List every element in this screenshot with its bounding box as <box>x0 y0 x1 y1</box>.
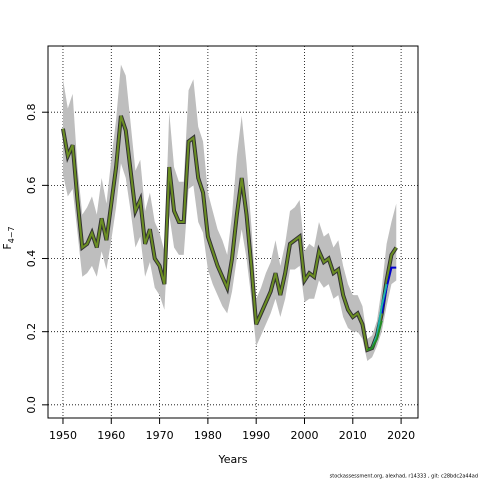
x-tick-label: 1970 <box>146 429 174 442</box>
x-tick-label: 1950 <box>49 429 77 442</box>
x-tick-label: 1960 <box>97 429 125 442</box>
x-tick-label: 1980 <box>194 429 222 442</box>
plot-frame <box>47 45 419 419</box>
y-tick-label: 0.4 <box>25 250 38 268</box>
y-tick-label: 0.8 <box>25 103 38 121</box>
line <box>380 266 397 314</box>
y-axis-label-sub: 4−7 <box>7 226 16 243</box>
x-tick-label: 2010 <box>339 429 367 442</box>
y-axis-label-main: F <box>1 243 14 249</box>
confidence-band <box>62 64 397 361</box>
x-tick-label: 2000 <box>290 429 318 442</box>
x-tick-label: 2020 <box>387 429 415 442</box>
y-tick-label: 0.6 <box>25 177 38 195</box>
x-axis-label: Years <box>217 453 247 466</box>
line <box>61 115 398 352</box>
y-tick-label: 0.2 <box>25 323 38 341</box>
y-tick-label: 0.0 <box>25 396 38 414</box>
line <box>366 320 383 351</box>
x-tick-label: 1990 <box>242 429 270 442</box>
footer: stockassessment.org, alexhad, r14333 , g… <box>330 474 478 480</box>
y-axis-label: F4−7 <box>1 226 16 249</box>
